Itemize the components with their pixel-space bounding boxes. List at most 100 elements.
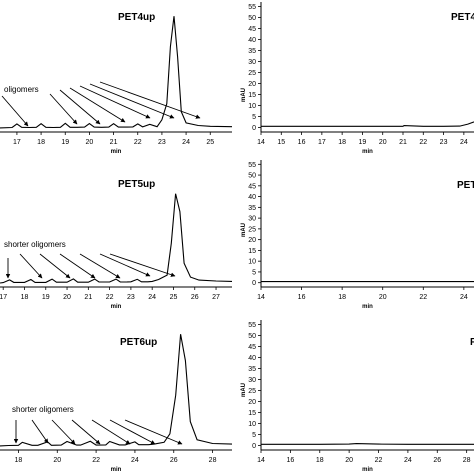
x-tick-label: 24 [460,294,468,301]
y-tick-label: 0 [252,280,256,287]
y-tick-label: 25 [248,388,256,395]
x-tick-label: 21 [84,294,92,301]
x-tick-label: 20 [63,294,71,301]
x-tick-label: 24 [404,457,412,464]
x-tick-label: 16 [286,457,294,464]
chart-panel-pet6: 0 5 10 15 20 25 30 35 40 45 50 55 mAU 14 16 18 20 22 24 26 2… [241,320,474,473]
y-tick-label: 20 [248,399,256,406]
y-tick-label: 5 [252,269,256,276]
panel-label: PET6up [120,337,157,348]
x-tick-label: 22 [419,294,427,301]
x-tick-label: 20 [379,139,387,146]
y-tick-label: 55 [248,162,256,169]
x-tick-label: 28 [463,457,471,464]
x-tick-label: 20 [53,457,61,464]
panel-label: PET5 [457,180,474,191]
x-tick-label: 19 [61,139,69,146]
x-tick-label: 23 [158,139,166,146]
annotation-arrow [79,85,151,119]
annotation-arrow [109,253,176,277]
y-tick-label: 10 [248,259,256,266]
x-tick-label: 16 [298,139,306,146]
x-axis-title: min [362,149,373,155]
x-axis-title: min [111,304,122,310]
x-tick-label: 19 [42,294,50,301]
panel-label: PET4 [451,12,474,23]
chart-panel-pet5: 0 5 10 15 20 25 30 35 40 45 50 55 mAU 14 16 18 20 22 24 min… [241,160,474,310]
annotation-arrow [51,419,76,445]
annotation-arrow [39,253,71,279]
y-tick-label: 40 [248,355,256,362]
y-tick-label: 40 [248,37,256,44]
x-tick-label: 26 [170,457,178,464]
y-tick-label: 20 [248,81,256,88]
series-line [0,193,233,284]
chart-panel-pet6up: 18 20 22 24 26 28 min PET6up shorter oligomers [0,334,233,473]
x-axis-title: min [111,467,122,473]
y-axis-title: mAU [241,223,247,237]
y-tick-label: 0 [252,443,256,450]
x-tick-label: 22 [92,457,100,464]
x-tick-label: 25 [206,139,214,146]
annotation-arrow [69,87,126,123]
y-tick-label: 55 [248,322,256,329]
panel-label: PET6 [470,337,474,348]
x-tick-label: 19 [359,139,367,146]
x-tick-label: 24 [460,139,468,146]
y-tick-label: 5 [252,432,256,439]
y-tick-label: 15 [248,248,256,255]
series-line [0,16,233,129]
y-tick-label: 30 [248,377,256,384]
y-tick-label: 35 [248,366,256,373]
x-axis-title: min [362,467,373,473]
y-tick-label: 35 [248,48,256,55]
y-axis-title: mAU [241,383,247,397]
x-tick-label: 26 [433,457,441,464]
annotation-arrow [31,419,49,444]
x-tick-label: 22 [134,139,142,146]
annotation-arrow [99,81,201,119]
x-tick-label: 18 [316,457,324,464]
y-tick-label: 20 [248,237,256,244]
annotation-arrow [59,89,101,125]
x-tick-label: 18 [15,457,23,464]
annotation-arrow [49,93,78,125]
annotation-text: oligomers [4,85,39,94]
x-tick-label: 24 [148,294,156,301]
annotation-arrow [71,419,101,445]
y-tick-label: 45 [248,183,256,190]
x-tick-label: 25 [170,294,178,301]
y-tick-label: 15 [248,410,256,417]
x-tick-label: 28 [209,457,217,464]
y-axis-title: mAU [241,88,247,102]
y-tick-label: 25 [248,226,256,233]
annotation-arrow [109,419,156,445]
y-tick-label: 25 [248,70,256,77]
y-tick-label: 30 [248,59,256,66]
x-tick-label: 23 [127,294,135,301]
x-tick-label: 22 [419,139,427,146]
y-tick-label: 50 [248,173,256,180]
series-line [261,121,474,127]
annotation-arrow [89,83,175,119]
y-tick-label: 50 [248,333,256,340]
x-tick-label: 21 [399,139,407,146]
y-tick-label: 40 [248,194,256,201]
x-tick-label: 21 [110,139,118,146]
x-tick-label: 18 [338,139,346,146]
annotation-text: shorter oligomers [4,240,66,249]
y-tick-label: 0 [252,125,256,132]
annotation-arrow [91,419,131,445]
y-tick-label: 55 [248,4,256,11]
y-tick-label: 5 [252,114,256,121]
x-tick-label: 14 [257,457,265,464]
x-tick-label: 18 [37,139,45,146]
y-tick-label: 30 [248,216,256,223]
series-line [261,443,474,445]
chart-panel-pet5up: 17 18 19 20 21 22 23 24 25 26 27 min PET5up shorter o… [0,179,233,310]
annotation-text: shorter oligomers [12,405,74,414]
y-tick-label: 50 [248,15,256,22]
annotation-arrow [19,253,43,279]
y-tick-label: 35 [248,205,256,212]
chart-panel-pet4: 0 5 10 15 20 25 30 35 40 45 50 55 mAU 14 15 16 17 18 19 20 2… [241,2,474,155]
